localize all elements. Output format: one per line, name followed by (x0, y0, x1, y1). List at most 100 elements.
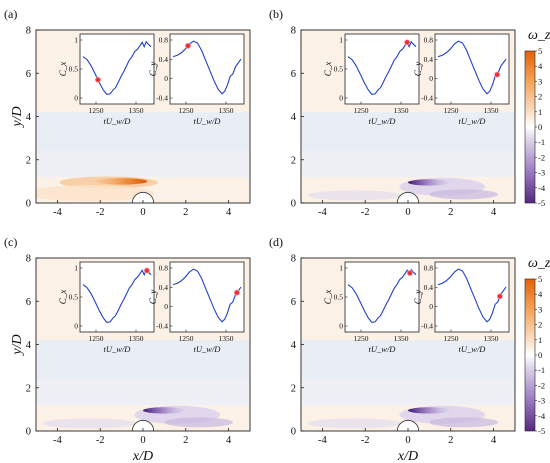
x-tick-label: -4 (53, 435, 62, 446)
colorbar: ω_z 5 4 3 2 1 0 -1 -2 -3 -4 -5 (524, 28, 550, 208)
x-tick-label: -2 (361, 435, 370, 446)
inset-x-tick-label: 1250 (444, 334, 459, 343)
inset-series-line (82, 268, 152, 323)
inset-time-marker (143, 267, 150, 274)
colorbar-gradient (524, 278, 536, 432)
inset-y-label: C_y (413, 62, 423, 77)
x-tick-label: 2 (183, 207, 188, 218)
colorbar-tick-label: -4 (538, 183, 546, 193)
x-tick-label: 0 (140, 207, 145, 218)
inset-x-label: tU_w/D (194, 116, 222, 126)
colorbar-tick-label: 2 (538, 320, 542, 330)
inset-y-label: C_x (58, 62, 68, 77)
x-tick-label: 0 (405, 435, 410, 446)
weak-negative-band (301, 340, 515, 380)
negative-upstream (307, 418, 402, 429)
colorbar-tick-label: 4 (538, 289, 543, 299)
weak-negative-band (36, 151, 250, 178)
y-tick-label: 6 (26, 69, 31, 80)
colorbar-tick-label: -3 (538, 168, 545, 178)
colorbar-tick-label: 1 (538, 107, 542, 117)
inset-y-tick-label: 0 (164, 74, 168, 83)
x-tick-label: 4 (226, 435, 232, 446)
inset-y-tick-label: 0.8 (159, 264, 169, 273)
panel-label: (b) (269, 7, 283, 21)
negative-vortex-streak (408, 407, 451, 414)
inset-x-tick-label: 1350 (219, 106, 234, 115)
panel-label: (d) (269, 235, 283, 249)
colorbar-tick-label: -4 (538, 411, 546, 421)
inset-series-line (437, 268, 507, 323)
y-tick-label: 8 (291, 254, 296, 265)
inset-y-label: C_x (323, 62, 333, 77)
x-tick-label: 4 (491, 435, 497, 446)
colorbar-label: ω_z (528, 28, 550, 43)
inset-time-marker (184, 42, 191, 49)
weak-negative-band (301, 379, 515, 406)
inset-series-line (172, 40, 242, 95)
inset-x-label: tU_w/D (369, 116, 397, 126)
colorbar-tick-label: -5 (538, 198, 545, 208)
panel-label: (a) (4, 7, 17, 21)
inset-y-tick-label: 0.5 (334, 293, 344, 302)
inset-x-label: tU_w/D (369, 344, 397, 354)
vorticity-field (301, 112, 515, 203)
cylinder (396, 191, 420, 203)
inset-x-tick-label: 1350 (219, 334, 234, 343)
colorbar: ω_z 5 4 3 2 1 0 -1 -2 -3 -4 -5 (524, 256, 550, 436)
y-tick-label: 4 (26, 112, 32, 123)
negative-vortex-streak (408, 179, 451, 186)
inset-x-tick-label: 1250 (179, 106, 194, 115)
negative-vortex-streak (143, 407, 186, 414)
inset-frame (169, 33, 245, 105)
colorbar-tick-label: -1 (538, 137, 545, 147)
y-tick-label: 4 (291, 340, 297, 351)
colorbar-tick-label: -2 (538, 152, 545, 162)
inset-time-marker (404, 39, 411, 46)
inset-time-marker (494, 71, 501, 78)
inset-x-tick-label: 1250 (354, 106, 369, 115)
colorbar-tick-label: 2 (538, 92, 542, 102)
x-axis-label: x/D (132, 449, 153, 463)
inset-y-tick-label: 0 (429, 74, 433, 83)
inset-y-tick-label: 0 (164, 302, 168, 311)
weak-negative-band (36, 379, 250, 406)
colorbar-tick-label: 5 (538, 274, 542, 284)
negative-wake-tail (429, 417, 498, 428)
inset-y-tick-label: -0.4 (421, 322, 433, 331)
colorbar-tick-label: 0 (538, 122, 542, 132)
negative-wake-tail (429, 189, 498, 200)
y-tick-label: 0 (26, 199, 31, 210)
inset-y-tick-label: 0.4 (424, 55, 434, 64)
colorbar-tick-label: 5 (538, 46, 542, 56)
y-axis-label: y/D (10, 334, 25, 356)
inset-series-line (172, 268, 242, 323)
positive-wake (36, 185, 154, 202)
y-tick-label: 8 (26, 254, 31, 265)
inset-x-tick-label: 1350 (484, 334, 499, 343)
vorticity-field (301, 340, 515, 431)
inset-y-label: C_y (148, 290, 158, 305)
inset-time-marker (94, 76, 101, 83)
x-tick-label: -2 (96, 435, 105, 446)
inset-y-tick-label: 0.5 (334, 65, 344, 74)
inset-x-tick-label: 1250 (179, 334, 194, 343)
inset-y-tick-label: 0 (74, 322, 78, 331)
inset-x-label: tU_w/D (459, 344, 487, 354)
inset-y-tick-label: 1 (339, 36, 343, 45)
positive-vortex-streak (95, 178, 148, 185)
inset-y-tick-label: 0.8 (159, 36, 169, 45)
y-tick-label: 2 (26, 383, 31, 394)
y-axis-label: y/D (10, 106, 25, 128)
inset-x-tick-label: 1350 (394, 106, 409, 115)
y-tick-label: 0 (26, 427, 31, 438)
colorbar-tick-label: 3 (538, 76, 542, 86)
colorbar-tick-label: 3 (538, 304, 542, 314)
colorbar-label: ω_z (528, 256, 550, 271)
